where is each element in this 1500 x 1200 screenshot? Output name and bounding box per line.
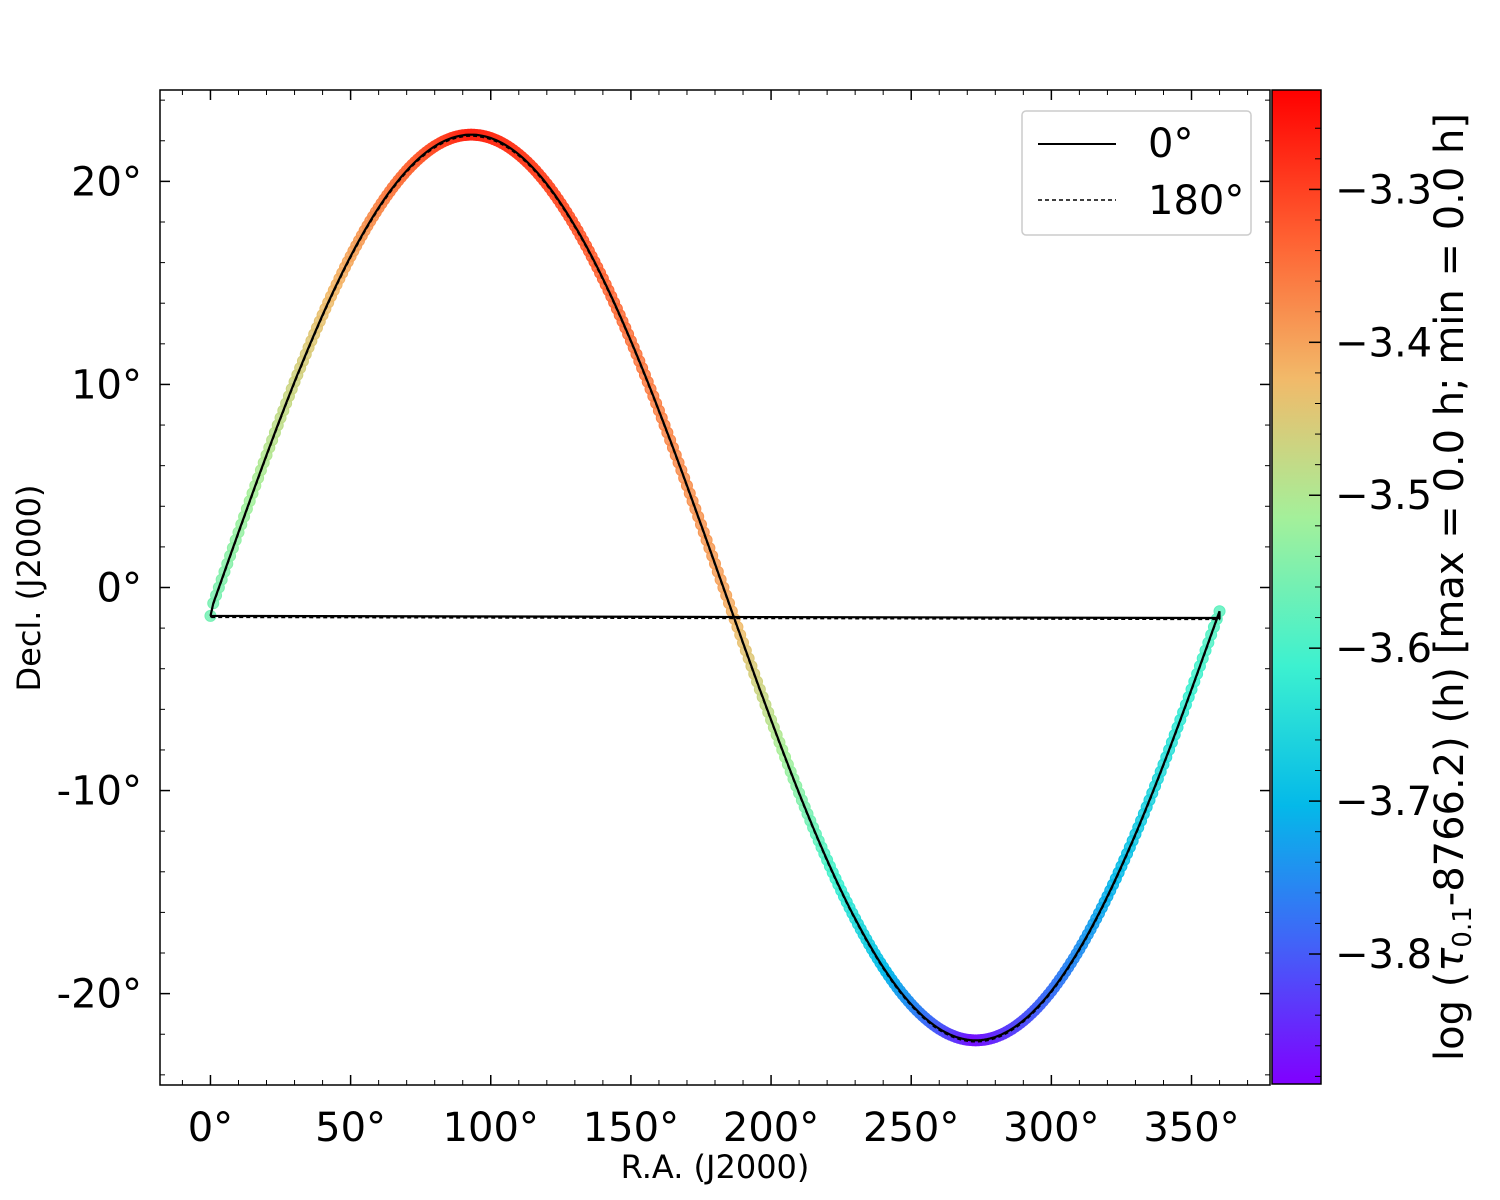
y-tick-label: 20° (71, 159, 142, 205)
colorbar-tick-label: −3.7 (1335, 779, 1432, 825)
colorbar-title-prefix: log ( (1427, 972, 1473, 1061)
legend-label-1: 180° (1148, 178, 1244, 224)
line-180-deg (209, 135, 1221, 1043)
colorbar-tick-label: −3.4 (1335, 320, 1432, 366)
y-tick-label: 10° (71, 362, 142, 408)
colorbar-tick-label: −3.6 (1335, 626, 1432, 672)
colorbar-ticks: −3.3 −3.4 −3.5 −3.6 −3.7 −3.8 (1309, 127, 1432, 1077)
x-tick-label: 50° (315, 1105, 386, 1151)
y-tick-label: 0° (97, 566, 142, 612)
line-0-deg (209, 133, 1221, 1042)
colorbar-title-subscript: 0.1 (1448, 906, 1478, 947)
colorbar-tick-label: −3.3 (1335, 167, 1432, 213)
x-tick-label: 0° (188, 1105, 233, 1151)
x-tick-label: 150° (583, 1105, 679, 1151)
plot-frame (159, 89, 1271, 1086)
track-points (204, 128, 1226, 1047)
legend: 0° 180° (1021, 110, 1252, 236)
colorbar-title: log (τ0.1-8766.2) (h) [max = 0.0 h; min … (1427, 113, 1478, 1061)
x-tick-label: 200° (723, 1105, 819, 1151)
colorbar: −3.3 −3.4 −3.5 −3.6 −3.7 −3.8 log (τ0.1-8766.… (1271, 89, 1478, 1085)
y-axis-ticks: 20° 10° 0° -10° -20° (57, 99, 1270, 1076)
y-tick-label: -10° (57, 769, 142, 815)
x-tick-label: 250° (863, 1105, 959, 1151)
y-tick-label: -20° (57, 972, 142, 1018)
y-axis-title: Decl. (J2000) (10, 485, 48, 692)
x-tick-label: 300° (1003, 1105, 1099, 1151)
x-tick-label: 350° (1143, 1105, 1239, 1151)
legend-label-0: 0° (1148, 121, 1193, 167)
x-axis-title: R.A. (J2000) (621, 1148, 810, 1186)
plot-area: 0° 50° 100° 150° 200° 250° 300° 350° 20° 10° 0° -1… (57, 89, 1271, 1151)
colorbar-gradient (1272, 90, 1321, 1084)
colorbar-tick-label: −3.8 (1335, 932, 1432, 978)
track-lines (209, 133, 1221, 1043)
legend-box (1021, 110, 1252, 236)
x-axis-ticks: 0° 50° 100° 150° 200° 250° 300° 350° (181, 90, 1249, 1151)
colorbar-title-tau: τ (1427, 947, 1473, 972)
x-tick-label: 100° (443, 1105, 539, 1151)
colorbar-tick-label: −3.5 (1335, 473, 1432, 519)
colorbar-title-suffix: -8766.2) (h) [max = 0.0 h; min = 0.0 h] (1427, 113, 1473, 906)
